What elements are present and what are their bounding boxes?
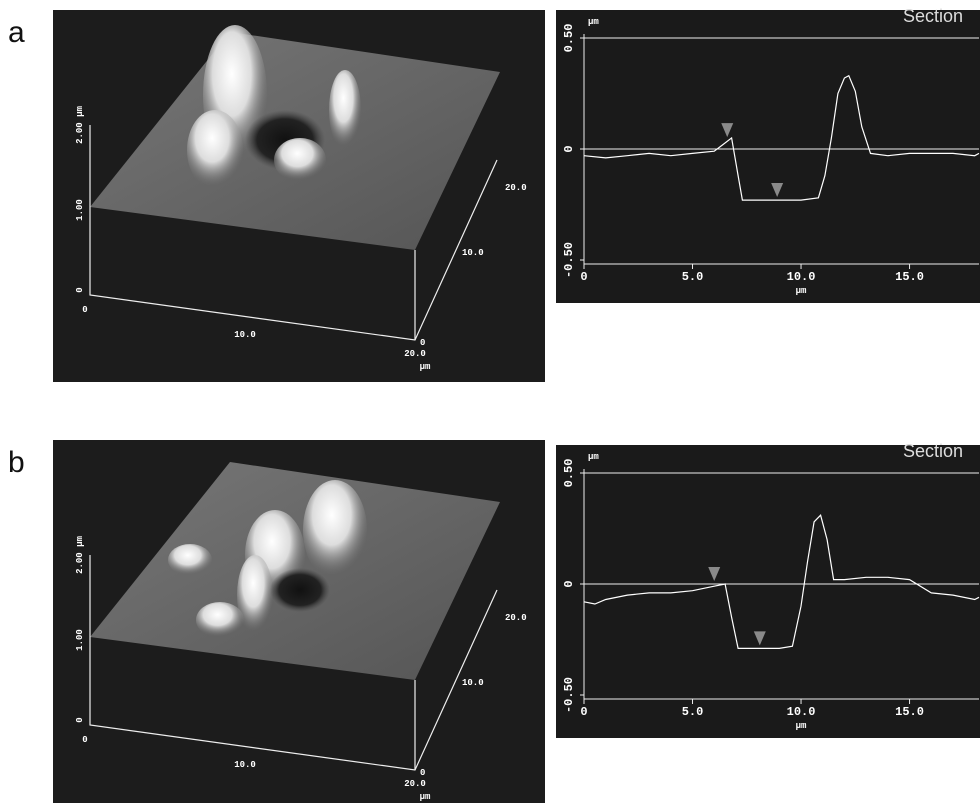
y-tick-label: -0.50	[562, 677, 576, 713]
x-unit: μm	[420, 362, 431, 372]
y-tick-label: 20.0	[505, 183, 527, 193]
plot-background	[556, 445, 980, 738]
x-tick-label: 10.0	[787, 705, 816, 719]
y-tick-label: 0	[562, 580, 576, 587]
y-tick-label: 0.50	[562, 24, 576, 53]
z-tick-label: 1.00	[75, 199, 85, 221]
y-tick-label: 0	[420, 768, 425, 778]
page: {"panels": [ {"label": "a", "surface": {…	[0, 0, 980, 803]
y-tick-label: 20.0	[505, 613, 527, 623]
y-unit: μm	[588, 17, 599, 27]
surface-feature	[168, 544, 212, 576]
chart-title: Section	[903, 441, 963, 461]
x-tick-label: 15.0	[895, 270, 924, 284]
surface-feature	[303, 480, 367, 580]
x-tick-label: 10.0	[234, 330, 256, 340]
x-tick-label: 10.0	[787, 270, 816, 284]
y-tick-label: -0.50	[562, 242, 576, 278]
y-tick-label: 0	[562, 145, 576, 152]
x-tick-label: 5.0	[682, 705, 704, 719]
z-tick-label: 2.00 μm	[75, 536, 85, 574]
x-tick-label: 20.0	[404, 779, 426, 789]
y-tick-label: 0	[420, 338, 425, 348]
x-tick-label: 0	[82, 735, 87, 745]
x-tick-label: 5.0	[682, 270, 704, 284]
y-tick-label: 0.50	[562, 459, 576, 488]
x-unit: μm	[420, 792, 431, 802]
chart-title: Section	[903, 6, 963, 26]
x-tick-label: 0	[580, 270, 587, 284]
x-tick-label: 0	[580, 705, 587, 719]
z-tick-label: 0	[75, 717, 85, 722]
y-tick-label: 10.0	[462, 248, 484, 258]
surface-feature	[196, 602, 244, 638]
surface-feature	[270, 568, 330, 612]
panel-label: a	[8, 16, 25, 49]
y-tick-label: 10.0	[462, 678, 484, 688]
z-tick-label: 1.00	[75, 629, 85, 651]
y-unit: μm	[588, 452, 599, 462]
x-axis-label: μm	[796, 721, 807, 731]
z-tick-label: 2.00 μm	[75, 106, 85, 144]
surface-feature	[329, 70, 361, 150]
x-axis-label: μm	[796, 286, 807, 296]
figure: a 0 1.00 2.00 μm 0 10.0 20.0 μm 0 10.0 20.0 b 0 1.00 2…	[0, 0, 980, 803]
x-tick-label: 10.0	[234, 760, 256, 770]
surface-feature	[274, 138, 326, 182]
surface-feature	[187, 110, 243, 190]
panel-label: b	[8, 446, 25, 479]
x-tick-label: 15.0	[895, 705, 924, 719]
z-tick-label: 0	[75, 287, 85, 292]
x-tick-label: 20.0	[404, 349, 426, 359]
x-tick-label: 0	[82, 305, 87, 315]
